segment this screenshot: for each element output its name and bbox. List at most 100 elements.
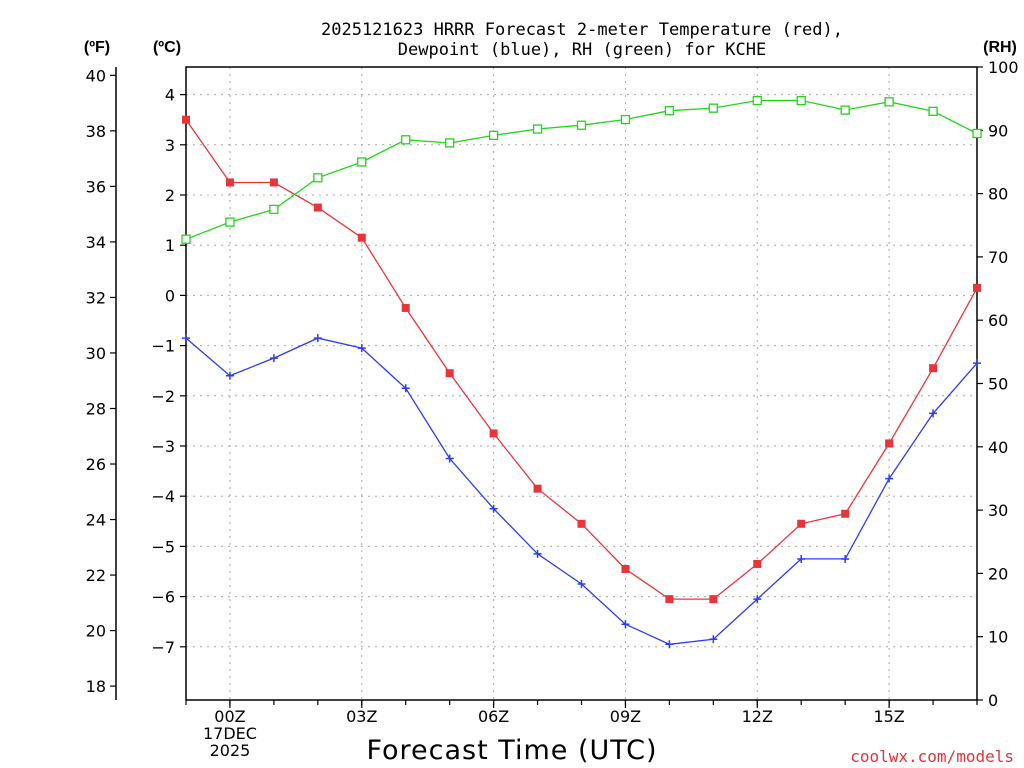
rh-point	[884, 97, 894, 107]
x-tick-label: 03Z	[346, 707, 377, 726]
gridlines	[186, 67, 977, 700]
x-tick-label: 17DEC	[203, 724, 257, 743]
fahrenheit-tick-label: 28	[86, 399, 106, 418]
dewpoint-point	[885, 474, 894, 483]
celsius-tick-label: −2	[151, 387, 175, 406]
rh-point	[401, 135, 411, 145]
dewpoint-point	[841, 554, 850, 563]
dewpoint-point	[401, 384, 410, 393]
rh-point	[357, 157, 367, 167]
rh-tick-label: 30	[988, 501, 1008, 520]
rh-point	[796, 95, 806, 106]
fahrenheit-tick-label: 26	[86, 455, 106, 474]
celsius-tick-label: −1	[151, 337, 175, 356]
celsius-tick-label: 2	[165, 186, 175, 205]
fahrenheit-tick-label: 40	[86, 66, 106, 85]
temperature-point	[313, 203, 322, 212]
rh-tick-label: 50	[988, 375, 1008, 394]
x-tick-label: 12Z	[742, 707, 773, 726]
axes: 182022242628303234363840−7−6−5−4−3−2−101…	[86, 58, 1019, 760]
dewpoint-point	[797, 554, 806, 563]
chart-title-line-2: Dewpoint (blue), RH (green) for KCHE	[398, 40, 766, 60]
data-series	[181, 95, 982, 649]
temperature-point	[709, 595, 718, 604]
dewpoint-point	[973, 359, 981, 368]
dewpoint-point	[269, 354, 278, 363]
rh-tick-label: 10	[988, 628, 1008, 647]
rh-point	[752, 95, 762, 106]
x-tick-label: 06Z	[478, 707, 509, 726]
temperature-point	[841, 509, 850, 518]
temperature-point	[489, 429, 498, 438]
temperature-point	[225, 178, 234, 187]
dewpoint-point	[182, 334, 190, 343]
x-tick-label: 09Z	[610, 707, 641, 726]
celsius-tick-label: 3	[165, 136, 175, 155]
temperature-point	[445, 369, 454, 378]
temperature-point	[182, 115, 190, 124]
fahrenheit-tick-label: 32	[86, 288, 106, 307]
temperature-point	[401, 303, 410, 312]
fahrenheit-axis-label: (ºF)	[84, 39, 110, 56]
dewpoint-point	[577, 580, 586, 589]
celsius-tick-label: −3	[151, 437, 175, 456]
temperature-point	[753, 559, 762, 568]
dewpoint-line	[185, 337, 978, 645]
temperature-point	[797, 519, 806, 528]
dewpoint-point	[929, 409, 938, 418]
celsius-tick-label: −6	[151, 588, 175, 607]
dewpoint-point	[621, 620, 630, 629]
celsius-tick-label: 1	[165, 236, 175, 255]
rh-point	[225, 217, 235, 227]
x-axis-title: Forecast Time (UTC)	[366, 735, 657, 766]
rh-point	[269, 204, 279, 215]
celsius-tick-label: −5	[151, 537, 175, 556]
dewpoint-point	[445, 454, 454, 463]
rh-point	[928, 106, 938, 116]
temperature-point	[269, 178, 278, 187]
rh-point	[488, 130, 499, 141]
rh-tick-label: 100	[988, 58, 1019, 77]
fahrenheit-tick-label: 38	[86, 122, 106, 141]
dewpoint-point	[709, 635, 718, 644]
fahrenheit-tick-label: 30	[86, 344, 106, 363]
temperature-point	[665, 595, 674, 604]
fahrenheit-tick-label: 34	[86, 233, 106, 252]
fahrenheit-tick-label: 18	[86, 677, 106, 696]
rh-point	[708, 103, 718, 113]
rh-point	[576, 120, 587, 130]
temperature-point	[929, 364, 938, 373]
dewpoint-point	[489, 504, 498, 513]
fahrenheit-tick-label: 36	[86, 177, 106, 196]
x-tick-label: 15Z	[873, 707, 904, 726]
rh-point	[532, 124, 543, 134]
rh-point	[840, 105, 850, 115]
rh-point	[313, 173, 323, 183]
temperature-point	[885, 439, 894, 448]
plot-frame	[185, 66, 978, 701]
credit-link[interactable]: coolwx.com/models	[850, 747, 1014, 766]
rh-point	[445, 138, 455, 148]
rh-tick-label: 80	[988, 185, 1008, 204]
x-tick-label: 00Z	[214, 707, 245, 726]
dewpoint-point	[533, 549, 542, 558]
rh-tick-label: 40	[988, 438, 1008, 457]
temperature-point	[357, 233, 366, 242]
dewpoint-point	[313, 334, 322, 343]
rh-tick-label: 90	[988, 121, 1008, 140]
chart-title-line-1: 2025121623 HRRR Forecast 2-meter Tempera…	[321, 20, 843, 40]
fahrenheit-tick-label: 22	[86, 566, 106, 585]
dewpoint-point	[665, 640, 674, 649]
fahrenheit-tick-label: 20	[86, 622, 106, 641]
celsius-tick-label: 0	[165, 286, 175, 305]
temperature-point	[621, 564, 630, 573]
fahrenheit-tick-label: 24	[86, 511, 106, 530]
dewpoint-point	[357, 344, 366, 353]
dewpoint-point	[753, 595, 762, 604]
x-tick-label: 2025	[210, 741, 251, 760]
rh-axis-label: (RH)	[983, 39, 1017, 56]
dewpoint-point	[225, 371, 234, 380]
rh-tick-label: 0	[988, 691, 998, 710]
celsius-tick-label: −7	[151, 638, 175, 657]
celsius-axis-label: (ºC)	[153, 39, 181, 56]
